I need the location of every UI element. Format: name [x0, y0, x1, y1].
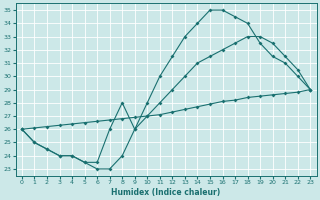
- X-axis label: Humidex (Indice chaleur): Humidex (Indice chaleur): [111, 188, 221, 197]
